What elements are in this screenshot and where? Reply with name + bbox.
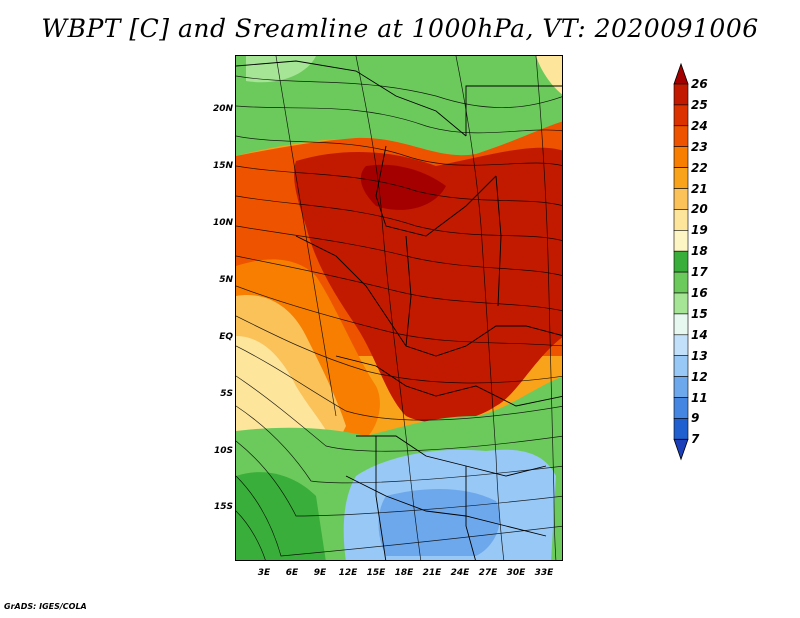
lon-label-24e: 24E — [450, 568, 470, 578]
colorbar-tick-label: 17 — [691, 265, 708, 280]
lon-label-6e: 6E — [285, 568, 299, 578]
colorbar-tick-label: 25 — [691, 97, 708, 112]
colorbar-tick-label: 7 — [691, 432, 700, 447]
colorbar-tick-label: 15 — [691, 306, 708, 321]
lon-label-33e: 33E — [534, 568, 554, 578]
lat-label-20n: 20N — [212, 104, 233, 114]
colorbar-top-arrow — [673, 62, 689, 85]
colorbar-tick-label: 18 — [691, 244, 708, 259]
country-borders — [236, 60, 562, 560]
map-title: WBPT [C] and Sreamline at 1000hPa, VT: 2… — [41, 14, 759, 43]
colorbar-swatch — [673, 167, 689, 189]
colorbar-swatch — [673, 83, 689, 106]
colorbar-tick-label: 21 — [691, 181, 708, 196]
colorbar-swatch — [673, 397, 689, 419]
lat-label-5n: 5N — [219, 275, 233, 285]
lat-label-eq: EQ — [219, 332, 233, 342]
lon-label-12e: 12E — [338, 568, 358, 578]
lat-label-15s: 15S — [213, 502, 233, 512]
colorbar — [673, 62, 689, 461]
colorbar-swatch — [673, 271, 689, 294]
lon-label-3e: 3E — [257, 568, 271, 578]
colorbar-swatch — [673, 188, 689, 210]
lon-label-9e: 9E — [313, 568, 327, 578]
colorbar-swatch — [673, 334, 689, 356]
colorbar-swatch — [673, 146, 689, 168]
lon-label-30e: 30E — [506, 568, 526, 578]
colorbar-swatch — [673, 313, 689, 336]
southeast-deep-blue — [378, 489, 500, 556]
lat-label-10s: 10S — [213, 446, 233, 456]
wbpt-map — [235, 55, 563, 561]
colorbar-tick-label: 9 — [691, 411, 700, 426]
red-hot-core — [294, 147, 562, 423]
colorbar-swatch — [673, 104, 689, 127]
southwest-yellow — [236, 336, 331, 444]
colorbar-swatch — [673, 125, 689, 147]
lon-label-27e: 27E — [478, 568, 498, 578]
colorbar-swatch — [673, 209, 689, 231]
colorbar-swatch — [673, 418, 689, 440]
lon-label-21e: 21E — [422, 568, 442, 578]
lon-label-18e: 18E — [394, 568, 414, 578]
colorbar-swatch — [673, 250, 689, 273]
lat-label-15n: 15N — [212, 161, 233, 171]
southwest-dark-green — [236, 472, 326, 560]
colorbar-tick-label: 22 — [691, 160, 708, 175]
colorbar-swatch — [673, 292, 689, 315]
colorbar-swatch — [673, 355, 689, 377]
streamlines — [236, 56, 562, 560]
colorbar-swatch — [673, 376, 689, 398]
colorbar-tick-label: 20 — [691, 202, 708, 217]
colorbar-tick-label: 23 — [691, 139, 708, 154]
colorbar-tick-label: 24 — [691, 118, 708, 133]
map-field-svg — [236, 56, 562, 560]
northeast-yellow — [536, 56, 562, 95]
north-light-green — [246, 56, 316, 83]
colorbar-swatch — [673, 230, 689, 252]
lat-label-5s: 5S — [220, 389, 233, 399]
colorbar-tick-label: 26 — [691, 77, 708, 91]
footer-credit: GrADS: IGES/COLA — [4, 602, 87, 611]
colorbar-tick-label: 12 — [691, 369, 708, 384]
colorbar-tick-label: 13 — [691, 348, 708, 363]
colorbar-tick-label: 14 — [691, 327, 708, 342]
colorbar-tick-label: 11 — [691, 390, 708, 405]
colorbar-tick-label: 19 — [691, 223, 708, 238]
lat-label-10n: 10N — [212, 218, 233, 228]
colorbar-bottom-arrow — [673, 438, 689, 461]
colorbar-tick-label: 16 — [691, 286, 708, 300]
lon-label-15e: 15E — [366, 568, 386, 578]
